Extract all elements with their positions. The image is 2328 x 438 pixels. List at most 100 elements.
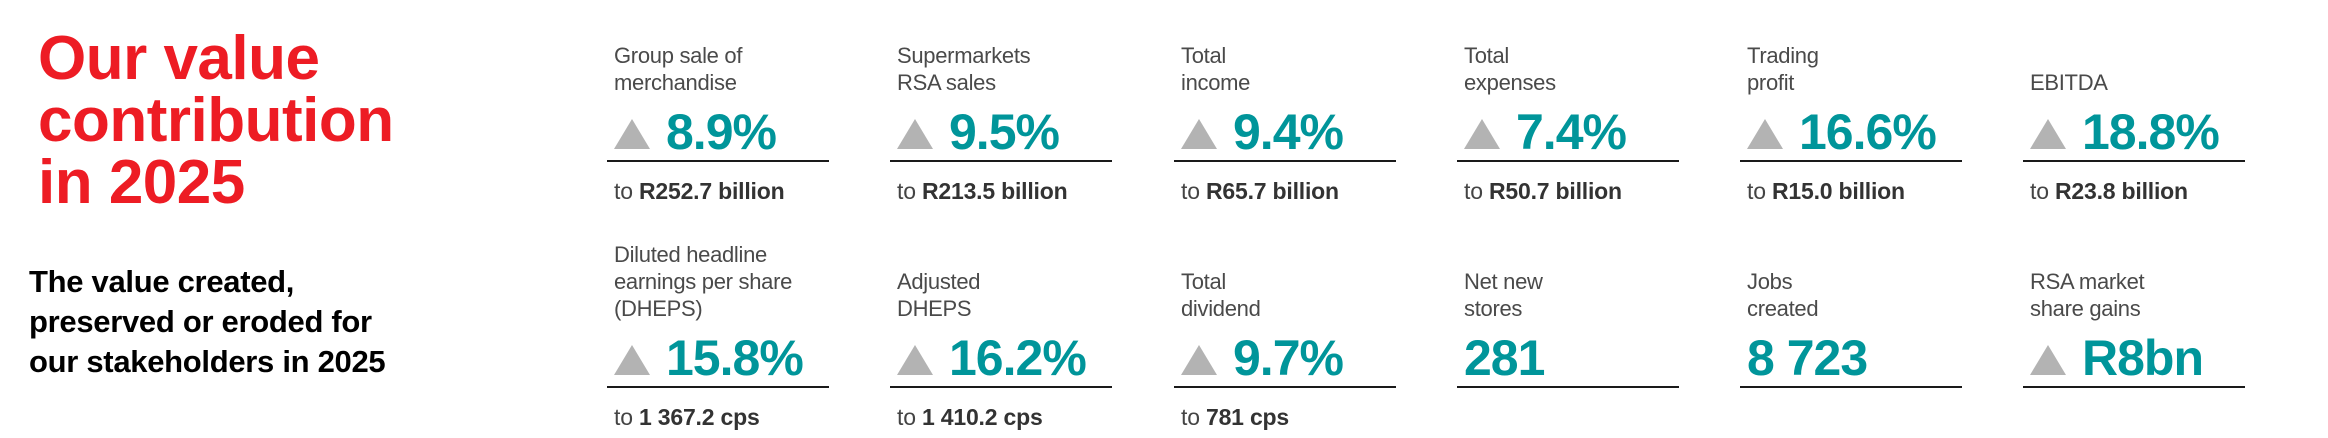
- metric-label-line: RSA sales: [897, 70, 996, 95]
- title-line: in 2025: [38, 148, 245, 217]
- metric-subtext: to R50.7 billion: [1457, 177, 1687, 205]
- subtext-value: 781 cps: [1205, 404, 1289, 430]
- metric-value-row: 8.9%: [607, 104, 837, 160]
- up-triangle-icon: [2030, 345, 2066, 375]
- metric-label-line: profit: [1747, 70, 1795, 95]
- metric-value: 8.9%: [666, 104, 777, 160]
- metric-subtext: to 781 cps: [1174, 403, 1404, 431]
- subtitle-line: The value created,: [29, 264, 295, 299]
- metric-value: 8 723: [1747, 330, 1868, 386]
- metric-value-row: 16.6%: [1740, 104, 1970, 160]
- metric-label-line: Diluted headline: [614, 242, 767, 267]
- metric-card: Net new stores 281: [1457, 238, 1687, 388]
- metric-label-line: Total: [1181, 269, 1226, 294]
- metric-value: 281: [1464, 330, 1545, 386]
- subtext-value: R65.7 billion: [1205, 178, 1339, 204]
- divider: [607, 386, 829, 388]
- subtext-prefix: to: [897, 404, 922, 430]
- metric-subtext: to R65.7 billion: [1174, 177, 1404, 205]
- metric-subtext: to 1 410.2 cps: [890, 403, 1120, 431]
- divider: [890, 386, 1112, 388]
- metric-card: RSA market share gains R8bn: [2023, 238, 2253, 388]
- metric-value: 7.4%: [1516, 104, 1627, 160]
- metric-subtext: to R213.5 billion: [890, 177, 1120, 205]
- subtext-value: R252.7 billion: [638, 178, 785, 204]
- metric-value-row: 9.5%: [890, 104, 1120, 160]
- metric-label-line: EBITDA: [2030, 70, 2108, 95]
- subtext-value: R23.8 billion: [2054, 178, 2188, 204]
- metric-card: Total income 9.4% to R65.7 billion: [1174, 12, 1404, 205]
- subtitle-line: preserved or eroded for: [29, 304, 372, 339]
- metric-label-line: Net new: [1464, 269, 1543, 294]
- metric-card: Total expenses 7.4% to R50.7 billion: [1457, 12, 1687, 205]
- metric-subtext: to 1 367.2 cps: [607, 403, 837, 431]
- divider: [1457, 386, 1679, 388]
- up-triangle-icon: [1181, 119, 1217, 149]
- subtext-prefix: to: [2030, 178, 2055, 204]
- metric-value-row: 16.2%: [890, 330, 1120, 386]
- metric-label-line: Trading: [1747, 43, 1819, 68]
- metric-label-line: Total: [1464, 43, 1509, 68]
- page-subtitle: The value created, preserved or eroded f…: [29, 262, 386, 382]
- divider: [1174, 160, 1396, 162]
- up-triangle-icon: [2030, 119, 2066, 149]
- subtext-value: R50.7 billion: [1488, 178, 1622, 204]
- metric-value-row: 8 723: [1740, 330, 1970, 386]
- metric-label-line: share gains: [2030, 296, 2141, 321]
- metric-value: R8bn: [2082, 330, 2204, 386]
- metric-label-line: RSA market: [2030, 269, 2145, 294]
- metric-value: 18.8%: [2082, 104, 2220, 160]
- metric-subtext: to R23.8 billion: [2023, 177, 2253, 205]
- metric-label: Supermarkets RSA sales: [890, 12, 1120, 96]
- metric-value-row: 281: [1457, 330, 1687, 386]
- divider: [1740, 386, 1962, 388]
- up-triangle-icon: [1747, 119, 1783, 149]
- metric-label: Diluted headline earnings per share (DHEPS…: [607, 238, 837, 322]
- subtext-prefix: to: [897, 178, 922, 204]
- metric-label: Group sale of merchandise: [607, 12, 837, 96]
- metric-card: Trading profit 16.6% to R15.0 billion: [1740, 12, 1970, 205]
- metric-value: 16.2%: [949, 330, 1087, 386]
- metric-value-row: R8bn: [2023, 330, 2253, 386]
- metric-card: Diluted headline earnings per share (DHEPS…: [607, 238, 837, 431]
- metric-label: Trading profit: [1740, 12, 1970, 96]
- up-triangle-icon: [897, 119, 933, 149]
- metric-value: 9.4%: [1233, 104, 1344, 160]
- divider: [890, 160, 1112, 162]
- metric-label-line: stores: [1464, 296, 1523, 321]
- metric-label-line: Jobs: [1747, 269, 1793, 294]
- up-triangle-icon: [614, 345, 650, 375]
- metric-value-row: 7.4%: [1457, 104, 1687, 160]
- subtext-prefix: to: [1181, 178, 1206, 204]
- metric-label: Total expenses: [1457, 12, 1687, 96]
- divider: [1457, 160, 1679, 162]
- metric-label: Jobs created: [1740, 238, 1970, 322]
- metric-label-line: Adjusted: [897, 269, 981, 294]
- subtext-prefix: to: [1181, 404, 1206, 430]
- metric-card: Supermarkets RSA sales 9.5% to R213.5 billi…: [890, 12, 1120, 205]
- subtext-value: 1 367.2 cps: [638, 404, 760, 430]
- metric-subtext: to R252.7 billion: [607, 177, 837, 205]
- metric-label: RSA market share gains: [2023, 238, 2253, 322]
- metric-value: 16.6%: [1799, 104, 1937, 160]
- metric-label-line: earnings per share: [614, 269, 793, 294]
- metric-label: Total income: [1174, 12, 1404, 96]
- metric-label-line: Supermarkets: [897, 43, 1031, 68]
- subtext-prefix: to: [614, 404, 639, 430]
- title-line: Our value: [38, 24, 320, 93]
- divider: [1174, 386, 1396, 388]
- metric-label: Adjusted DHEPS: [890, 238, 1120, 322]
- subtext-prefix: to: [614, 178, 639, 204]
- metric-label: Total dividend: [1174, 238, 1404, 322]
- subtitle-line: our stakeholders in 2025: [29, 344, 386, 379]
- metric-subtext: to R15.0 billion: [1740, 177, 1970, 205]
- title-line: contribution: [38, 86, 394, 155]
- divider: [1740, 160, 1962, 162]
- up-triangle-icon: [614, 119, 650, 149]
- metric-value-row: 9.4%: [1174, 104, 1404, 160]
- subtext-prefix: to: [1464, 178, 1489, 204]
- metric-label-line: created: [1747, 296, 1819, 321]
- metric-value-row: 15.8%: [607, 330, 837, 386]
- metric-card: Total dividend 9.7% to 781 cps: [1174, 238, 1404, 431]
- metric-card: Group sale of merchandise 8.9% to R252.7 bi…: [607, 12, 837, 205]
